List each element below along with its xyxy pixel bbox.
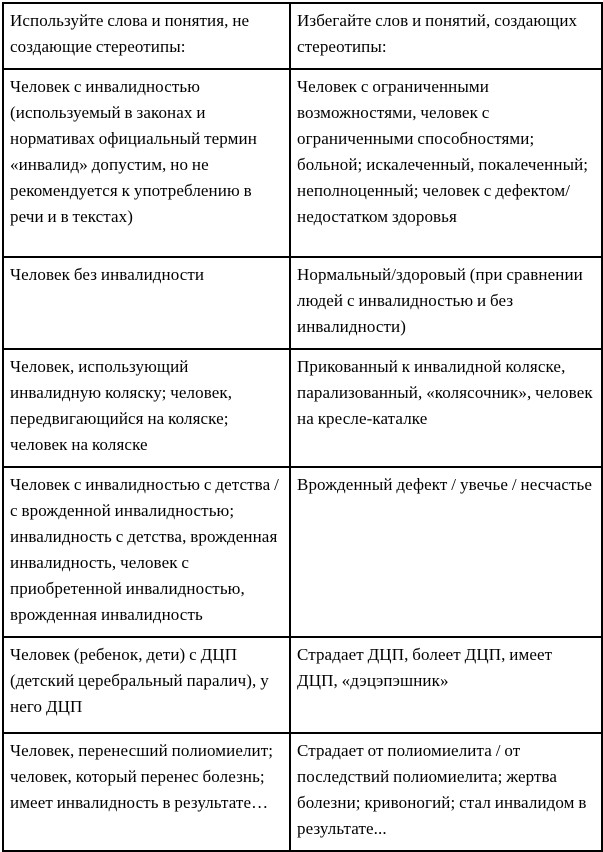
table-row: Человек с инвалидностью с детства / с вр… [2, 466, 603, 638]
cell-avoid: Человек с ограниченными возможностями, ч… [289, 68, 603, 258]
cell-use: Человек, использующий инвалидную коляску… [2, 348, 291, 468]
cell-avoid: Нормальный/здоровый (при сравнении людей… [289, 256, 603, 350]
table-row: Человек (ребенок, дети) с ДЦП (детский ц… [2, 636, 603, 734]
cell-use: Человек, перенесший полиомиелит; человек… [2, 732, 291, 852]
cell-use: Человек с инвалидностью (используемый в … [2, 68, 291, 258]
cell-avoid: Врожденный дефект / увечье / несчастье [289, 466, 603, 638]
cell-use: Человек (ребенок, дети) с ДЦП (детский ц… [2, 636, 291, 734]
table-row: Человек, использующий инвалидную коляску… [2, 348, 603, 468]
cell-avoid: Страдает от полиомиелита / от последстви… [289, 732, 603, 852]
header-cell-avoid: Избегайте слов и понятий, создающих стер… [289, 2, 603, 70]
table-row: Человек без инвалидности Нормальный/здор… [2, 256, 603, 350]
table-row: Человек, перенесший полиомиелит; человек… [2, 732, 603, 852]
cell-avoid: Страдает ДЦП, болеет ДЦП, имеет ДЦП, «дэ… [289, 636, 603, 734]
table-row: Человек с инвалидностью (используемый в … [2, 68, 603, 258]
table-header-row: Используйте слова и понятия, не создающи… [2, 2, 603, 70]
header-cell-use: Используйте слова и понятия, не создающи… [2, 2, 291, 70]
cell-use: Человек с инвалидностью с детства / с вр… [2, 466, 291, 638]
cell-use: Человек без инвалидности [2, 256, 291, 350]
cell-avoid: Прикованный к инвалидной коляске, парали… [289, 348, 603, 468]
